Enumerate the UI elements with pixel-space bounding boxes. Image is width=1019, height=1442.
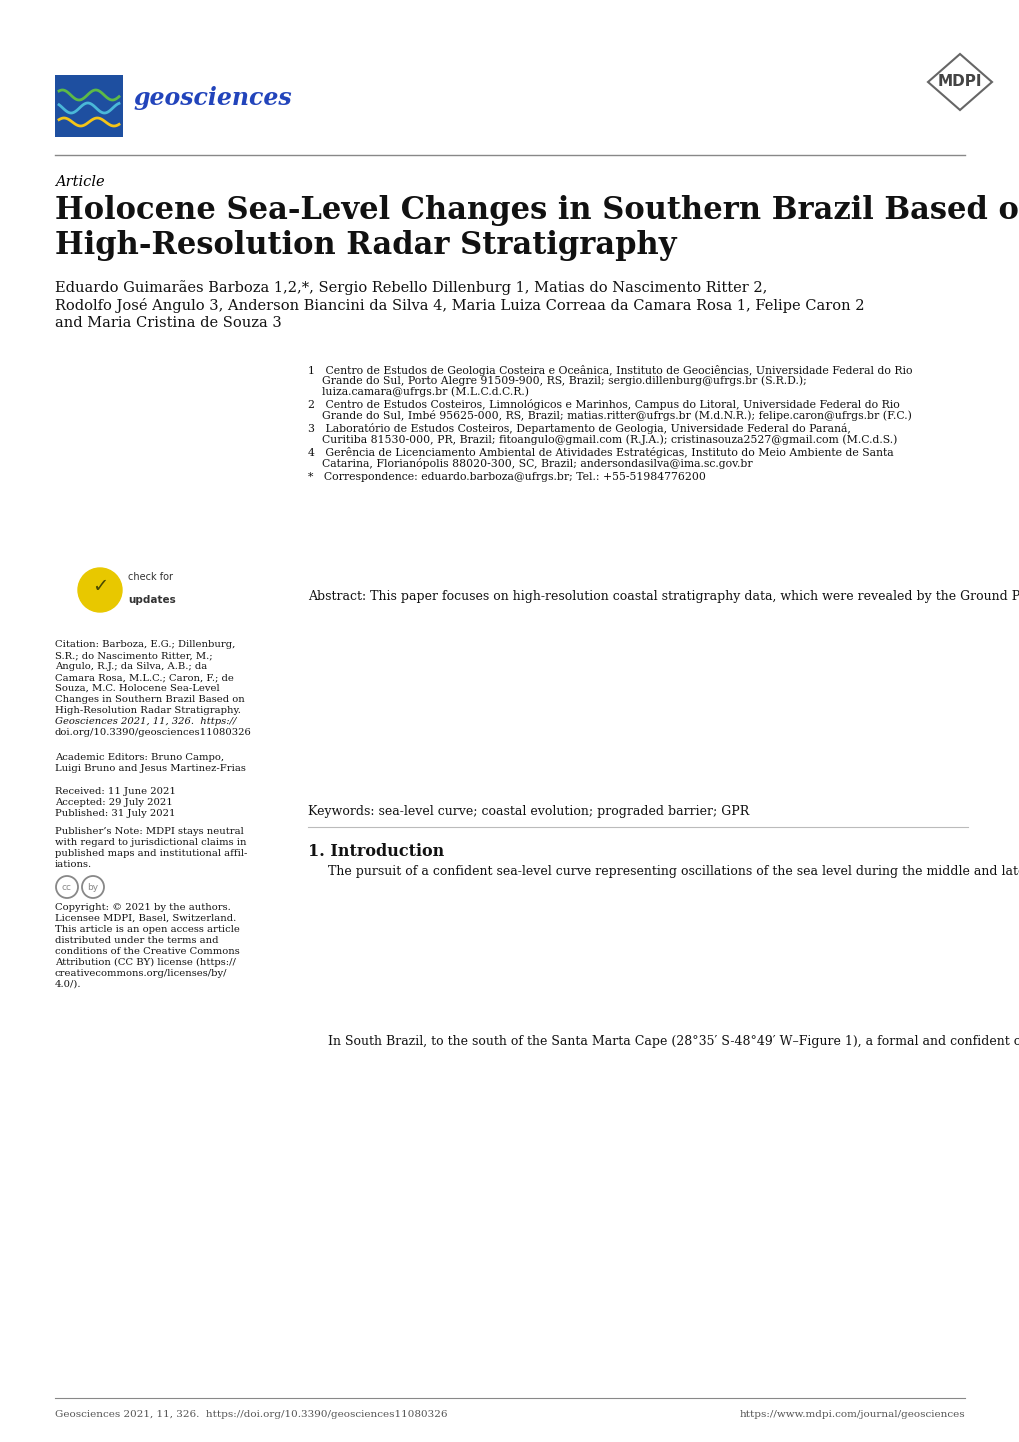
Text: The pursuit of a confident sea-level curve representing oscillations of the sea : The pursuit of a confident sea-level cur… [328, 865, 1019, 878]
Text: S.R.; do Nascimento Ritter, M.;: S.R.; do Nascimento Ritter, M.; [55, 650, 212, 660]
Text: Received: 11 June 2021: Received: 11 June 2021 [55, 787, 175, 796]
Text: 1   Centro de Estudos de Geologia Costeira e Oceânica, Instituto de Geociências,: 1 Centro de Estudos de Geologia Costeira… [308, 365, 912, 376]
Text: and Maria Cristina de Souza 3: and Maria Cristina de Souza 3 [55, 316, 281, 330]
Text: Citation: Barboza, E.G.; Dillenburg,: Citation: Barboza, E.G.; Dillenburg, [55, 640, 235, 649]
Text: Holocene Sea-Level Changes in Southern Brazil Based on: Holocene Sea-Level Changes in Southern B… [55, 195, 1019, 226]
Text: iations.: iations. [55, 859, 92, 870]
Text: cc: cc [62, 883, 72, 891]
Text: Catarina, Florianópolis 88020-300, SC, Brazil; andersondasilva@ima.sc.gov.br: Catarina, Florianópolis 88020-300, SC, B… [308, 459, 752, 469]
Text: Eduardo Guimarães Barboza 1,2,*, Sergio Rebello Dillenburg 1, Matias do Nascimen: Eduardo Guimarães Barboza 1,2,*, Sergio … [55, 280, 766, 294]
Text: Souza, M.C. Holocene Sea-Level: Souza, M.C. Holocene Sea-Level [55, 684, 219, 694]
Text: Attribution (CC BY) license (https://: Attribution (CC BY) license (https:// [55, 957, 235, 968]
Text: Changes in Southern Brazil Based on: Changes in Southern Brazil Based on [55, 695, 245, 704]
Text: Geosciences 2021, 11, 326.  https://doi.org/10.3390/geosciences11080326: Geosciences 2021, 11, 326. https://doi.o… [55, 1410, 447, 1419]
Text: Published: 31 July 2021: Published: 31 July 2021 [55, 809, 175, 818]
Text: Copyright: © 2021 by the authors.: Copyright: © 2021 by the authors. [55, 903, 230, 911]
Text: conditions of the Creative Commons: conditions of the Creative Commons [55, 947, 239, 956]
Text: Curitiba 81530-000, PR, Brazil; fitoangulo@gmail.com (R.J.A.); cristinasouza2527: Curitiba 81530-000, PR, Brazil; fitoangu… [308, 434, 897, 444]
Text: luiza.camara@ufrgs.br (M.L.C.d.C.R.): luiza.camara@ufrgs.br (M.L.C.d.C.R.) [308, 386, 529, 397]
Text: MDPI: MDPI [936, 75, 981, 89]
Text: 4.0/).: 4.0/). [55, 981, 82, 989]
Text: https://www.mdpi.com/journal/geosciences: https://www.mdpi.com/journal/geosciences [739, 1410, 964, 1419]
Text: In South Brazil, to the south of the Santa Marta Cape (28°35′ S-48°49′ W–Figure : In South Brazil, to the south of the San… [328, 1035, 1019, 1048]
Text: creativecommons.org/licenses/by/: creativecommons.org/licenses/by/ [55, 969, 227, 978]
Text: by: by [88, 883, 99, 891]
Text: Licensee MDPI, Basel, Switzerland.: Licensee MDPI, Basel, Switzerland. [55, 914, 236, 923]
Text: 3   Laboratório de Estudos Costeiros, Departamento de Geologia, Universidade Fed: 3 Laboratório de Estudos Costeiros, Depa… [308, 424, 850, 434]
Text: Accepted: 29 July 2021: Accepted: 29 July 2021 [55, 797, 172, 808]
Text: doi.org/10.3390/geosciences11080326: doi.org/10.3390/geosciences11080326 [55, 728, 252, 737]
Text: High-Resolution Radar Stratigraphy: High-Resolution Radar Stratigraphy [55, 231, 676, 261]
Text: with regard to jurisdictional claims in: with regard to jurisdictional claims in [55, 838, 247, 846]
Text: Publisher’s Note: MDPI stays neutral: Publisher’s Note: MDPI stays neutral [55, 828, 244, 836]
Text: This article is an open access article: This article is an open access article [55, 924, 239, 934]
Text: Geosciences 2021, 11, 326.  https://: Geosciences 2021, 11, 326. https:// [55, 717, 236, 725]
Text: Camara Rosa, M.L.C.; Caron, F.; de: Camara Rosa, M.L.C.; Caron, F.; de [55, 673, 233, 682]
Text: Rodolfo José Angulo 3, Anderson Biancini da Silva 4, Maria Luiza Correaa da Cama: Rodolfo José Angulo 3, Anderson Biancini… [55, 298, 864, 313]
Circle shape [77, 568, 122, 611]
Text: published maps and institutional affil-: published maps and institutional affil- [55, 849, 248, 858]
Text: Luigi Bruno and Jesus Martinez-Frias: Luigi Bruno and Jesus Martinez-Frias [55, 764, 246, 773]
Text: 4   Gerência de Licenciamento Ambiental de Atividades Estratégicas, Instituto do: 4 Gerência de Licenciamento Ambiental de… [308, 447, 893, 459]
Text: 2   Centro de Estudos Costeiros, Limnológicos e Marinhos, Campus do Litoral, Uni: 2 Centro de Estudos Costeiros, Limnológi… [308, 399, 899, 411]
Text: *   Correspondence: eduardo.barboza@ufrgs.br; Tel.: +55-51984776200: * Correspondence: eduardo.barboza@ufrgs.… [308, 472, 705, 482]
FancyBboxPatch shape [55, 75, 123, 137]
Text: Grande do Sul, Porto Alegre 91509-900, RS, Brazil; sergio.dillenburg@ufrgs.br (S: Grande do Sul, Porto Alegre 91509-900, R… [308, 375, 806, 386]
Text: Abstract: This paper focuses on high-resolution coastal stratigraphy data, which: Abstract: This paper focuses on high-res… [308, 590, 1019, 603]
Text: check for: check for [127, 572, 173, 583]
Text: distributed under the terms and: distributed under the terms and [55, 936, 218, 945]
Text: geosciences: geosciences [132, 87, 291, 110]
Text: 1. Introduction: 1. Introduction [308, 844, 444, 859]
Text: Academic Editors: Bruno Campo,: Academic Editors: Bruno Campo, [55, 753, 224, 761]
Text: Keywords: sea-level curve; coastal evolution; prograded barrier; GPR: Keywords: sea-level curve; coastal evolu… [308, 805, 749, 818]
Text: High-Resolution Radar Stratigraphy.: High-Resolution Radar Stratigraphy. [55, 707, 240, 715]
Text: updates: updates [127, 596, 175, 606]
Text: Angulo, R.J.; da Silva, A.B.; da: Angulo, R.J.; da Silva, A.B.; da [55, 662, 207, 671]
Text: ✓: ✓ [92, 577, 108, 596]
Text: Grande do Sul, Imbé 95625-000, RS, Brazil; matias.ritter@ufrgs.br (M.d.N.R.); fe: Grande do Sul, Imbé 95625-000, RS, Brazi… [308, 410, 911, 421]
Text: Article: Article [55, 174, 105, 189]
